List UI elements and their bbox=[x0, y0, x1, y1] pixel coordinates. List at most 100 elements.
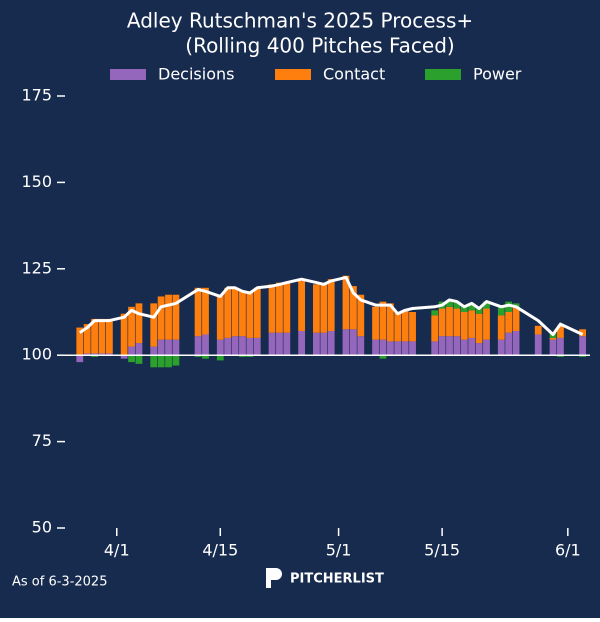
bar-segment bbox=[342, 329, 350, 356]
bar-segment bbox=[194, 355, 202, 357]
bar-segment bbox=[165, 294, 172, 340]
bar-segment bbox=[283, 282, 291, 333]
bar-segment bbox=[505, 312, 513, 333]
bar-segment bbox=[157, 355, 165, 368]
bar-segment bbox=[468, 337, 476, 356]
bar-segment bbox=[386, 303, 394, 342]
bar-segment bbox=[320, 282, 328, 333]
bar-segment bbox=[475, 313, 483, 344]
brand-logo: PITCHERLIST bbox=[266, 568, 384, 588]
bar-segment bbox=[83, 353, 91, 356]
bar-segment bbox=[409, 312, 416, 342]
bar-segment bbox=[298, 331, 306, 356]
legend-label: Decisions bbox=[158, 65, 234, 84]
bar-segment bbox=[246, 291, 254, 338]
bar-segment bbox=[342, 275, 350, 330]
bar-segment bbox=[239, 355, 246, 357]
bar-segment bbox=[135, 303, 143, 344]
bar-segment bbox=[438, 336, 446, 356]
legend-label: Contact bbox=[323, 65, 385, 84]
footer-note: As of 6-3-2025 bbox=[12, 575, 107, 590]
bar-segment bbox=[239, 291, 246, 337]
bar-segment bbox=[431, 315, 439, 342]
bar-segment bbox=[349, 329, 357, 356]
bar-segment bbox=[105, 353, 113, 356]
y-tick-label: 125 bbox=[21, 258, 52, 277]
rolling-line bbox=[78, 275, 584, 336]
bar-segment bbox=[446, 336, 453, 356]
bar-segment bbox=[276, 282, 283, 333]
bar-segment bbox=[579, 355, 587, 357]
bar-segment bbox=[431, 310, 439, 316]
bar-segment bbox=[91, 355, 98, 357]
bar-segment bbox=[194, 287, 202, 337]
bar-segment bbox=[120, 313, 128, 356]
bar-segment bbox=[497, 315, 505, 340]
bar-segment bbox=[239, 336, 246, 356]
x-tick-label: 6/1 bbox=[555, 541, 581, 560]
bar-segment bbox=[379, 301, 387, 340]
bar-segment bbox=[128, 346, 135, 356]
bar-segment bbox=[135, 355, 143, 364]
bar-segment bbox=[194, 336, 202, 356]
bar-segment bbox=[409, 341, 416, 356]
x-tick-label: 4/15 bbox=[202, 541, 238, 560]
bar-segment bbox=[298, 280, 306, 332]
bar-segment bbox=[224, 337, 232, 356]
bar-segment bbox=[431, 341, 439, 356]
bar-segment bbox=[394, 312, 402, 342]
bar-segment bbox=[549, 339, 557, 356]
bar-segment bbox=[401, 341, 409, 356]
bar-segment bbox=[105, 318, 113, 354]
bar-segment bbox=[446, 306, 453, 337]
bar-segment bbox=[438, 308, 446, 337]
bar-segment bbox=[357, 336, 365, 356]
bar-segment bbox=[483, 339, 490, 356]
bar-segment bbox=[216, 355, 224, 361]
bar-segment bbox=[579, 329, 587, 337]
bar-segment bbox=[253, 287, 261, 338]
legend-swatch bbox=[425, 69, 461, 80]
bar-segment bbox=[557, 355, 564, 357]
bar-segment bbox=[372, 306, 379, 340]
bar-segment bbox=[475, 306, 483, 314]
bar-segment bbox=[150, 355, 158, 368]
y-tick-label: 150 bbox=[21, 172, 52, 191]
bar-segment bbox=[216, 339, 224, 356]
bar-segment bbox=[172, 294, 180, 340]
bar-segment bbox=[268, 332, 276, 356]
bar-segment bbox=[128, 306, 135, 347]
bar-segment bbox=[268, 284, 276, 333]
bar-segment bbox=[135, 343, 143, 356]
bar-segment bbox=[313, 284, 320, 333]
bar-segment bbox=[120, 355, 128, 359]
bar-segment bbox=[150, 346, 158, 356]
bar-segment bbox=[512, 306, 520, 332]
bar-segment bbox=[91, 318, 98, 354]
bar-segment bbox=[557, 325, 564, 338]
bar-segment bbox=[76, 355, 84, 363]
bar-segment bbox=[349, 286, 357, 330]
y-tick-label: 100 bbox=[21, 345, 52, 364]
bar-segment bbox=[76, 327, 84, 356]
legend-swatch bbox=[110, 69, 146, 80]
bar-segment bbox=[549, 337, 557, 340]
x-tick-label: 5/15 bbox=[424, 541, 460, 560]
bar-segment bbox=[231, 336, 239, 356]
bar-segment bbox=[512, 303, 520, 307]
bar-segment bbox=[98, 318, 106, 354]
chart-title: Adley Rutschman's 2025 Process+ bbox=[127, 9, 473, 33]
bar-segment bbox=[446, 299, 453, 307]
bar-segment bbox=[202, 287, 209, 335]
bar-segment bbox=[579, 336, 587, 356]
bar-segment bbox=[453, 308, 461, 337]
bar-segment bbox=[505, 332, 513, 356]
bar-segment bbox=[172, 339, 180, 356]
logo-icon bbox=[266, 568, 282, 588]
brand-name: PITCHERLIST bbox=[290, 572, 384, 587]
bar-segment bbox=[505, 301, 513, 312]
bar-segment bbox=[320, 332, 328, 356]
y-tick-label: 75 bbox=[32, 431, 52, 450]
bar-segment bbox=[246, 355, 254, 357]
